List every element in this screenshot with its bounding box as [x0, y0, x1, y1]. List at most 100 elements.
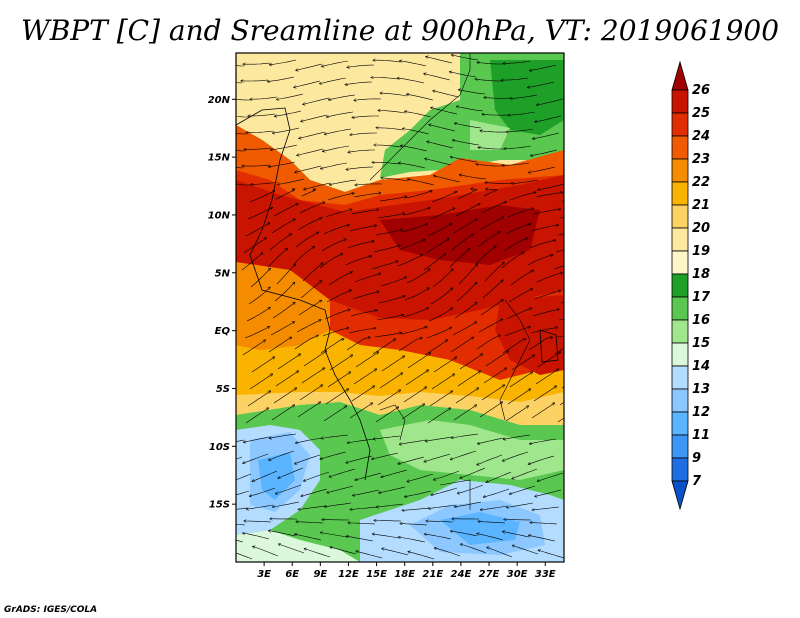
- streamline: [429, 125, 456, 132]
- streamline: [278, 467, 304, 478]
- streamline: [477, 534, 504, 541]
- streamline: [299, 202, 325, 214]
- streamline: [528, 337, 552, 351]
- streamline: [528, 81, 555, 87]
- streamline: [535, 369, 559, 385]
- colorbar-label: 20: [692, 221, 710, 236]
- streamline: [249, 374, 273, 390]
- lat-tick-label: EQ: [215, 326, 231, 337]
- wbpt-zone-sw-pale: [236, 530, 360, 562]
- streamline: [529, 240, 556, 249]
- streamline: [246, 307, 270, 322]
- streamline: [402, 308, 428, 318]
- streamline: [294, 335, 318, 350]
- colorbar-label: 14: [692, 359, 710, 374]
- streamline: [403, 387, 427, 403]
- streamline: [321, 239, 346, 252]
- streamlines: [236, 55, 564, 560]
- lon-tick-label: 15E: [366, 569, 387, 580]
- streamline: [348, 149, 375, 152]
- lon-tick-label: 6E: [285, 569, 299, 580]
- streamline: [431, 108, 458, 115]
- streamline: [487, 547, 513, 558]
- streamline: [324, 309, 350, 320]
- streamline: [299, 385, 323, 401]
- streamline: [274, 283, 295, 302]
- streamline: [299, 131, 326, 138]
- streamline: [484, 97, 512, 98]
- border-southeast: [439, 479, 471, 510]
- streamline: [295, 232, 319, 248]
- streamline: [381, 178, 409, 182]
- streamline: [485, 351, 509, 367]
- streamline: [376, 128, 404, 131]
- colorbar-label: 21: [692, 198, 710, 213]
- lon-tick-label: 9E: [313, 569, 327, 580]
- streamline: [530, 438, 557, 444]
- lon-tick-label: 21E: [422, 569, 443, 580]
- streamline: [323, 225, 349, 235]
- streamline: [346, 536, 374, 542]
- streamline: [428, 308, 453, 322]
- streamline: [236, 184, 252, 186]
- streamline: [269, 531, 296, 537]
- streamline: [476, 164, 503, 167]
- streamline: [530, 327, 557, 334]
- streamline: [355, 472, 382, 480]
- streamline: [535, 115, 562, 122]
- streamline: [376, 503, 404, 507]
- streamline: [509, 485, 536, 494]
- streamline: [399, 439, 427, 444]
- streamline: [478, 147, 505, 150]
- streamline: [399, 239, 425, 250]
- streamline: [426, 57, 453, 64]
- streamline: [429, 208, 455, 220]
- streamline: [478, 437, 505, 444]
- streamline: [276, 484, 302, 494]
- streamline: [504, 520, 532, 521]
- lon-tick-label: 12E: [338, 569, 359, 580]
- streamline: [555, 249, 564, 253]
- streamline: [269, 450, 295, 460]
- streamline: [371, 78, 399, 80]
- streamline: [268, 161, 296, 167]
- streamline: [407, 353, 431, 369]
- streamline: [236, 507, 248, 510]
- streamline: [296, 437, 323, 443]
- streamline: [327, 485, 354, 493]
- streamline: [482, 114, 510, 115]
- streamline: [273, 204, 298, 217]
- streamline: [502, 162, 530, 165]
- streamline: [236, 456, 243, 460]
- streamline: [353, 369, 377, 385]
- colorbar-label: 17: [692, 290, 711, 305]
- streamline: [329, 179, 357, 185]
- colorbar-swatch: [671, 273, 689, 298]
- streamline: [455, 388, 479, 404]
- streamline: [531, 403, 555, 419]
- streamline: [250, 268, 270, 288]
- streamline: [535, 489, 562, 497]
- streamline: [322, 328, 349, 337]
- colorbar-label: 15: [692, 336, 710, 351]
- colorbar-label: 22: [692, 175, 710, 190]
- streamline: [379, 486, 406, 493]
- streamline: [236, 552, 253, 560]
- streamline: [505, 224, 531, 235]
- streamline: [480, 300, 503, 316]
- streamline: [273, 501, 300, 507]
- streamline: [371, 261, 398, 270]
- streamline: [373, 245, 400, 253]
- streamline: [483, 189, 498, 197]
- streamline: [253, 547, 279, 557]
- colorbar-label: 19: [692, 244, 710, 259]
- colorbar-label: 13: [692, 382, 710, 397]
- longitude-axis: 3E 6E 9E 12E 15E 18E 21E 24E 27E 30E 33E: [257, 562, 556, 580]
- streamline: [450, 72, 477, 78]
- streamline: [248, 113, 276, 116]
- streamline: [275, 371, 299, 387]
- streamline: [537, 352, 561, 368]
- streamline: [326, 290, 351, 303]
- streamline: [401, 404, 425, 420]
- streamline: [298, 505, 326, 510]
